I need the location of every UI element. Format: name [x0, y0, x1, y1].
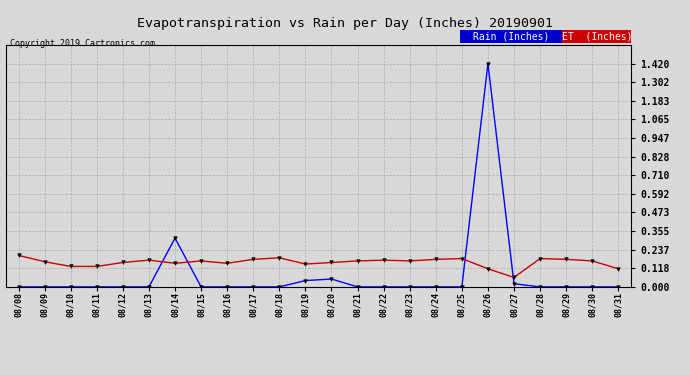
- Text: Evapotranspiration vs Rain per Day (Inches) 20190901: Evapotranspiration vs Rain per Day (Inch…: [137, 17, 553, 30]
- Text: Rain (Inches): Rain (Inches): [473, 32, 549, 42]
- Text: Copyright 2019 Cartronics.com: Copyright 2019 Cartronics.com: [10, 39, 155, 48]
- Text: ET  (Inches): ET (Inches): [562, 32, 632, 42]
